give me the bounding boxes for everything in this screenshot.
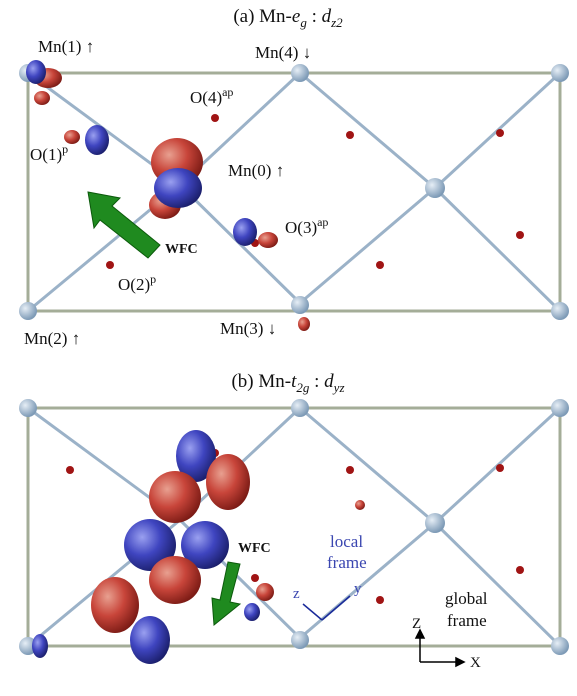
axis-label: y: [354, 581, 362, 597]
atom-label: Mn(0) ↑: [228, 161, 284, 180]
axis-label: Z: [412, 616, 421, 632]
frame-label: frame: [447, 611, 487, 630]
global-axes: [414, 628, 466, 668]
atom-label: Mn(3) ↓: [220, 319, 276, 338]
atom-label: Mn(2) ↑: [24, 329, 80, 348]
frame-label: frame: [327, 553, 367, 572]
atom-label: O(4)ap: [190, 85, 233, 107]
atom-label: Mn(4) ↓: [255, 43, 311, 62]
atom-label: O(3)ap: [285, 215, 328, 237]
axis-label: z: [293, 586, 300, 602]
panel-title: (a) Mn-eg : dz2: [233, 6, 343, 30]
local-axes: [302, 595, 351, 621]
wfc-label: WFC: [165, 242, 198, 257]
atom-label: Mn(1) ↑: [38, 37, 94, 56]
panel-title: (b) Mn-t2g : dyz: [231, 371, 344, 395]
atom-label: O(1)p: [30, 142, 68, 164]
frame-label: local: [330, 532, 363, 551]
wfc-label: WFC: [238, 541, 271, 556]
orbitals: [32, 430, 365, 664]
atom-label: O(2)p: [118, 272, 156, 294]
frame-label: global: [445, 589, 488, 608]
axis-label: X: [470, 655, 481, 671]
panel-a: (a) Mn-eg : dz2 Mn(1) ↑ Mn(4) ↓ O(4)ap O…: [17, 6, 571, 348]
lattice: [17, 62, 571, 322]
panel-b: (b) Mn-t2g : dyz WFC local frame z y glo…: [17, 371, 571, 671]
orbitals: [26, 60, 310, 331]
